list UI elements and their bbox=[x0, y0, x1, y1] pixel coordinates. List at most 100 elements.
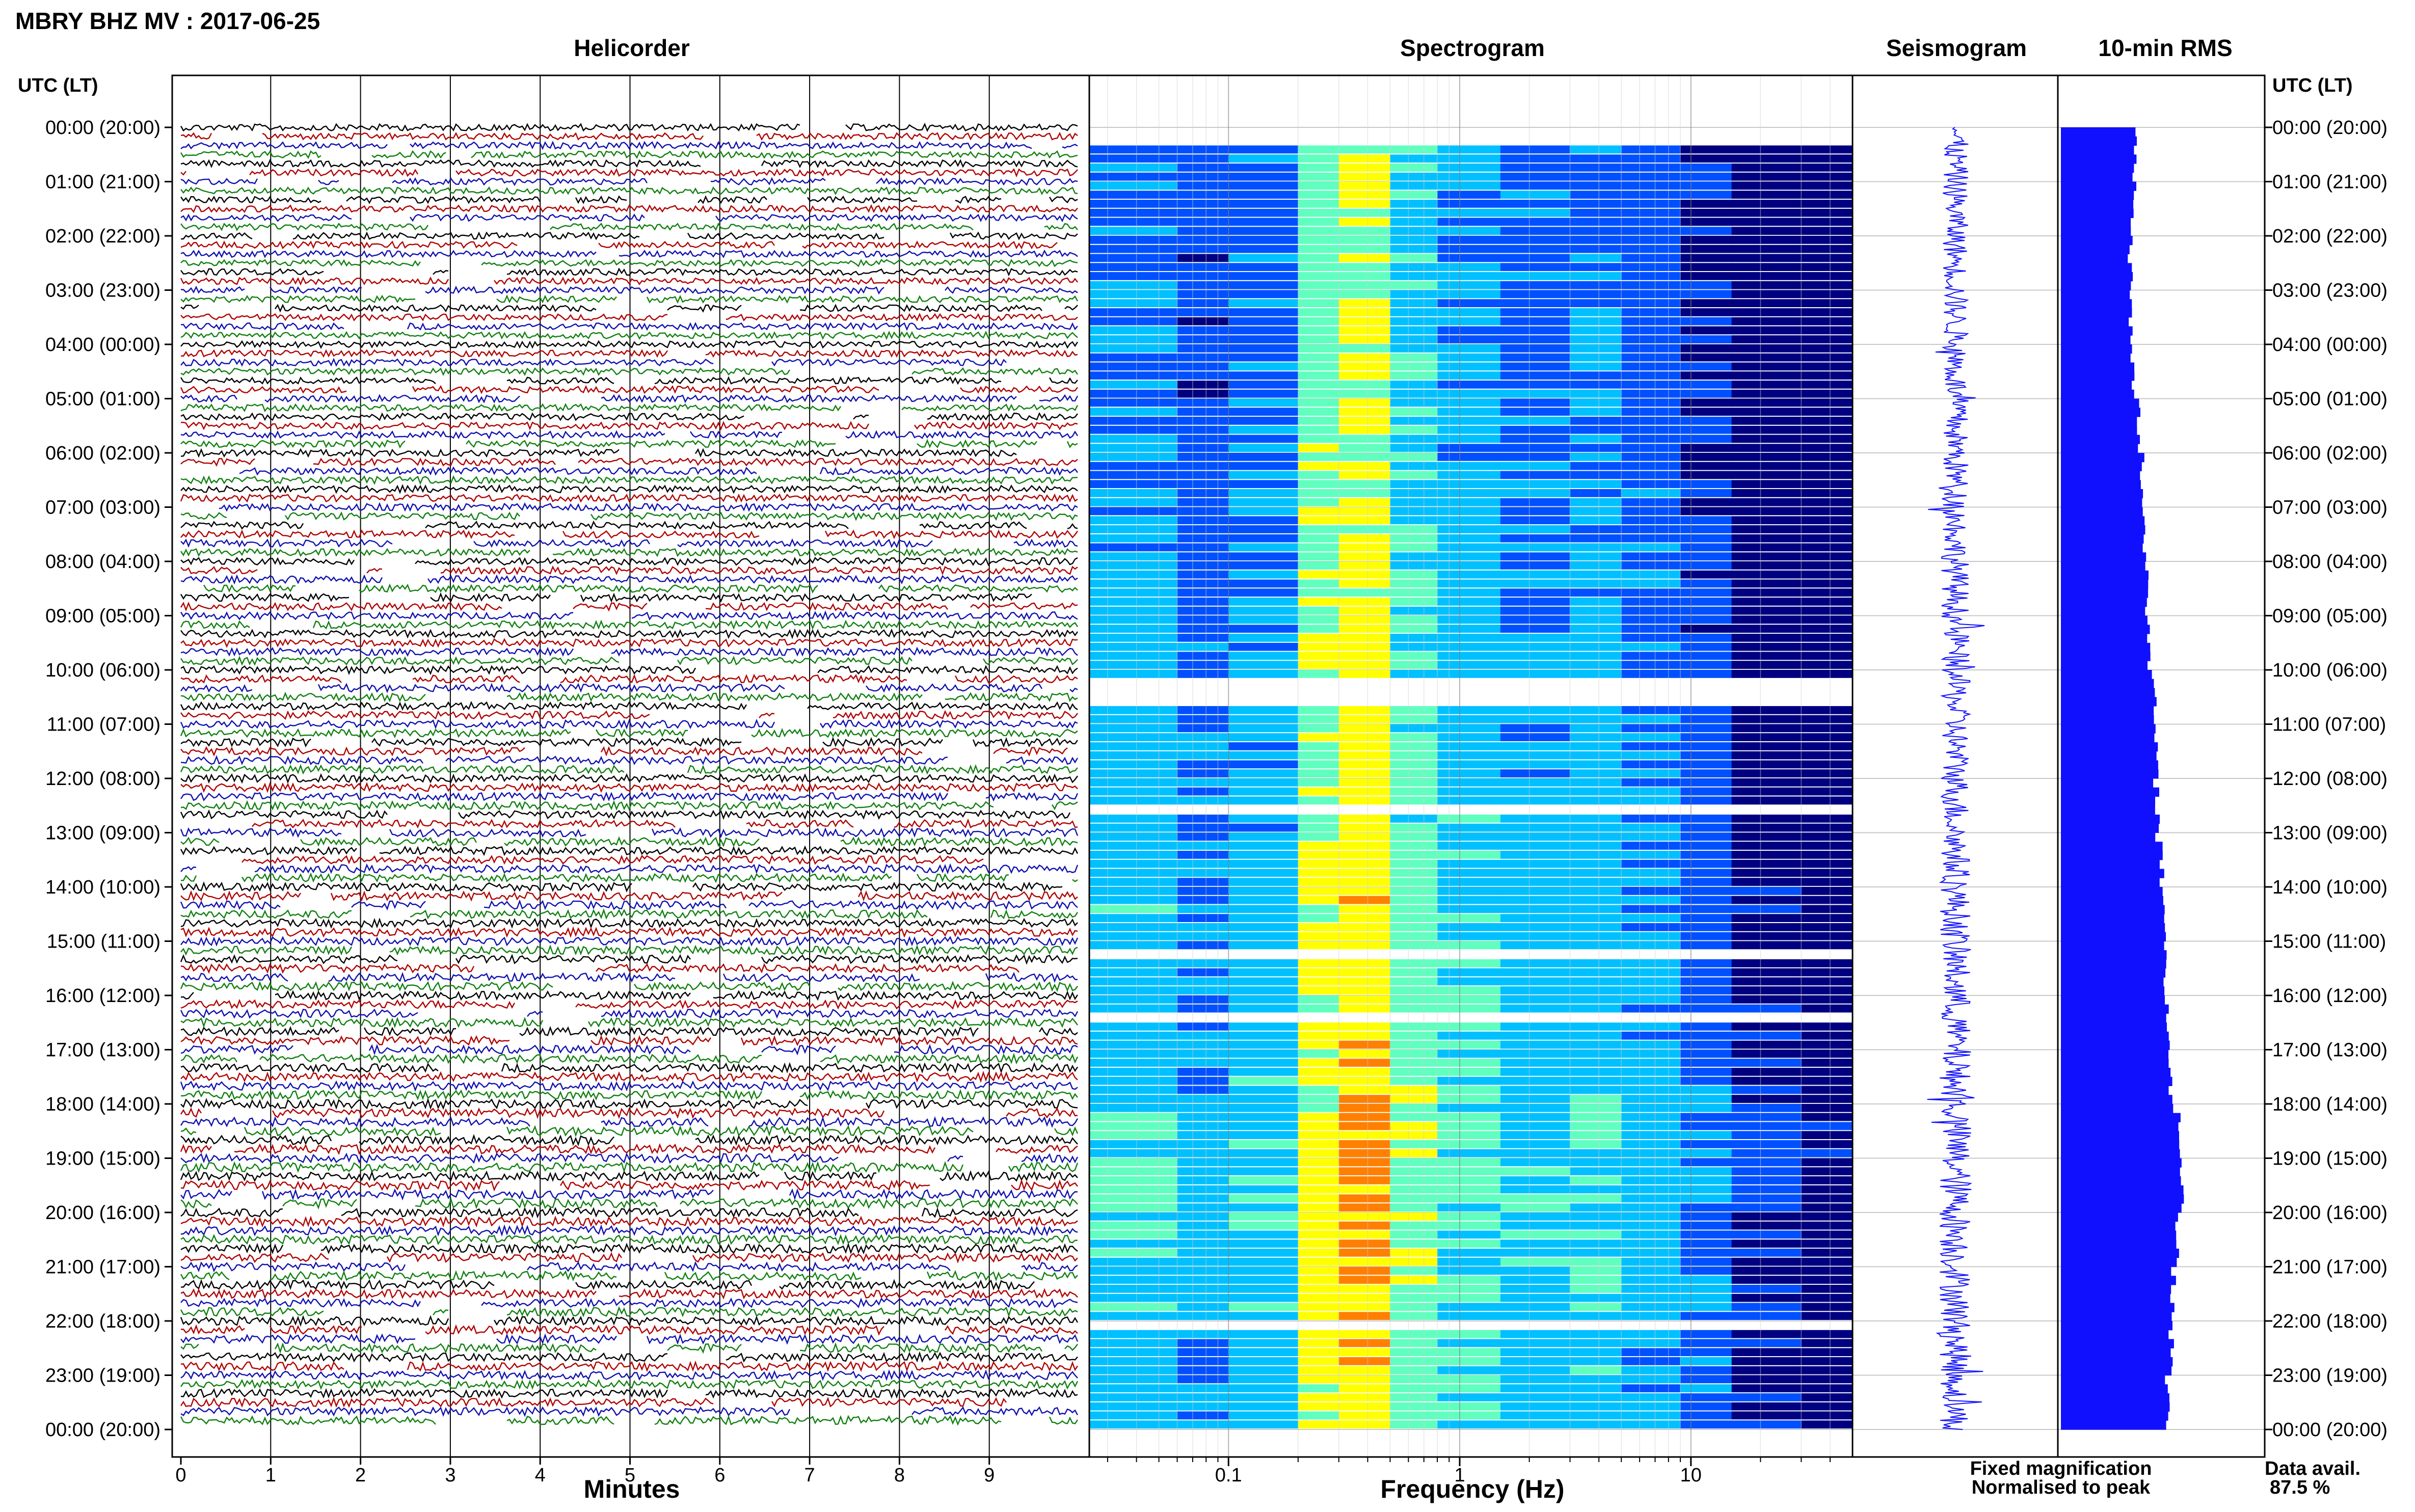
time-label-left: 02:00 (22:00) bbox=[45, 226, 160, 247]
spectrogram-cell bbox=[1390, 489, 1438, 497]
spectrogram-cell bbox=[1089, 1375, 1178, 1384]
spectrogram-cell bbox=[1731, 878, 1802, 886]
spectrogram-cell bbox=[1177, 462, 1229, 470]
spectrogram-cell bbox=[1680, 1339, 1732, 1347]
spectrogram-cell bbox=[1680, 579, 1732, 588]
spectrogram-cell bbox=[1177, 670, 1229, 678]
rms-bar bbox=[2061, 127, 2136, 137]
spectrogram-cell bbox=[1390, 552, 1438, 561]
spectrogram-cell bbox=[1089, 543, 1178, 552]
spectrogram-cell bbox=[1177, 1049, 1229, 1058]
spectrogram-cell bbox=[1177, 995, 1229, 1004]
spectrogram-cell bbox=[1177, 254, 1229, 262]
spectrogram-cell bbox=[1680, 1131, 1732, 1139]
spectrogram-cell bbox=[1621, 335, 1681, 343]
spectrogram-cell bbox=[1621, 1185, 1681, 1194]
spectrogram-cell bbox=[1298, 1131, 1339, 1139]
time-label-left: 16:00 (12:00) bbox=[45, 985, 160, 1007]
spectrogram-cell bbox=[1680, 598, 1732, 606]
spectrogram-row bbox=[1089, 832, 1853, 841]
spectrogram-cell bbox=[1570, 941, 1622, 950]
spectrogram-cell bbox=[1500, 281, 1571, 289]
spectrogram-cell bbox=[1298, 977, 1339, 986]
rms-bar bbox=[2061, 751, 2157, 761]
spectrogram-cell bbox=[1089, 815, 1178, 823]
spectrogram-cell bbox=[1390, 543, 1438, 552]
spectrogram-cell bbox=[1500, 1357, 1571, 1365]
rms-bar bbox=[2061, 1032, 2169, 1041]
spectrogram-row bbox=[1089, 751, 1853, 760]
spectrogram-cell bbox=[1177, 1185, 1229, 1194]
spectrogram-cell bbox=[1731, 995, 1802, 1004]
spectrogram-cell bbox=[1621, 760, 1681, 769]
spectrogram-cell bbox=[1621, 941, 1681, 950]
helicorder-trace bbox=[180, 520, 1078, 530]
helicorder-trace bbox=[180, 981, 1078, 992]
spectrogram-cell bbox=[1621, 236, 1681, 244]
helicorder-trace bbox=[180, 1351, 1078, 1363]
data-availability-value: 87.5 % bbox=[2270, 1477, 2330, 1498]
spectrogram-cell bbox=[1177, 398, 1229, 407]
spectrogram-cell bbox=[1437, 425, 1501, 434]
spectrogram-cell bbox=[1680, 1384, 1732, 1393]
spectrogram-cell bbox=[1801, 751, 1853, 760]
spectrogram-cell bbox=[1570, 625, 1622, 633]
spectrogram-cell bbox=[1338, 1122, 1391, 1130]
spectrogram-cell bbox=[1177, 1221, 1229, 1230]
spectrogram-cell bbox=[1621, 1049, 1681, 1058]
spectrogram-cell bbox=[1089, 317, 1178, 326]
spectrogram-cell bbox=[1801, 181, 1853, 190]
spectrogram-cell bbox=[1437, 154, 1501, 163]
spectrogram-cell bbox=[1680, 516, 1732, 525]
helicorder-trace bbox=[180, 131, 1078, 141]
spectrogram-cell bbox=[1500, 842, 1571, 850]
spectrogram-cell bbox=[1500, 878, 1571, 886]
spectrogram-cell bbox=[1801, 1384, 1853, 1393]
spectrogram-cell bbox=[1298, 344, 1339, 353]
time-label-left: 15:00 (11:00) bbox=[47, 931, 160, 953]
spectrogram-cell bbox=[1680, 543, 1732, 552]
spectrogram-cell bbox=[1298, 236, 1339, 244]
spectrogram-cell bbox=[1437, 896, 1501, 904]
spectrogram-cell bbox=[1177, 245, 1229, 253]
spectrogram-cell bbox=[1570, 1303, 1622, 1311]
spectrogram-cell bbox=[1570, 1257, 1622, 1266]
spectrogram-cell bbox=[1621, 778, 1681, 787]
spectrogram-cell bbox=[1177, 1230, 1229, 1239]
spectrogram-cell bbox=[1621, 417, 1681, 425]
spectrogram-cell bbox=[1437, 1076, 1501, 1085]
spectrogram-cell bbox=[1089, 552, 1178, 561]
spectrogram-row bbox=[1089, 480, 1853, 489]
rms-bar bbox=[2061, 552, 2146, 562]
spectrogram-cell bbox=[1570, 1076, 1622, 1085]
helicorder-trace bbox=[180, 1052, 1079, 1065]
spectrogram-cell bbox=[1621, 905, 1681, 913]
time-label-left: 01:00 (21:00) bbox=[45, 172, 160, 193]
spectrogram-cell bbox=[1177, 986, 1229, 994]
rms-bar bbox=[2061, 425, 2137, 436]
spectrogram-cell bbox=[1177, 1339, 1229, 1347]
spectrogram-cell bbox=[1298, 1212, 1339, 1221]
spectrogram-cell bbox=[1680, 362, 1732, 371]
spectrogram-cell bbox=[1500, 317, 1571, 326]
spectrogram-cell bbox=[1570, 335, 1622, 343]
spectrogram-cell bbox=[1437, 371, 1501, 380]
spectrogram-cell bbox=[1621, 769, 1681, 777]
spectrogram-cell bbox=[1731, 1339, 1802, 1347]
spectrogram-cell bbox=[1500, 815, 1571, 823]
spectrogram-cell bbox=[1801, 959, 1853, 967]
spectrogram-cell bbox=[1228, 408, 1299, 416]
spectrogram-cell bbox=[1801, 254, 1853, 262]
spectrogram-cell bbox=[1089, 733, 1178, 741]
spectrogram-cell bbox=[1089, 661, 1178, 669]
spectrogram-cell bbox=[1390, 1113, 1438, 1121]
spectrogram-cell bbox=[1801, 661, 1853, 669]
spectrogram-cell bbox=[1570, 1140, 1622, 1148]
spectrogram-cell bbox=[1500, 1293, 1571, 1302]
spectrogram-cell bbox=[1801, 923, 1853, 931]
spectrogram-cell bbox=[1338, 977, 1391, 986]
spectrogram-cell bbox=[1089, 299, 1178, 307]
spectrogram-cell bbox=[1801, 570, 1853, 579]
spectrogram-cell bbox=[1338, 398, 1391, 407]
spectrogram-cell bbox=[1390, 625, 1438, 633]
